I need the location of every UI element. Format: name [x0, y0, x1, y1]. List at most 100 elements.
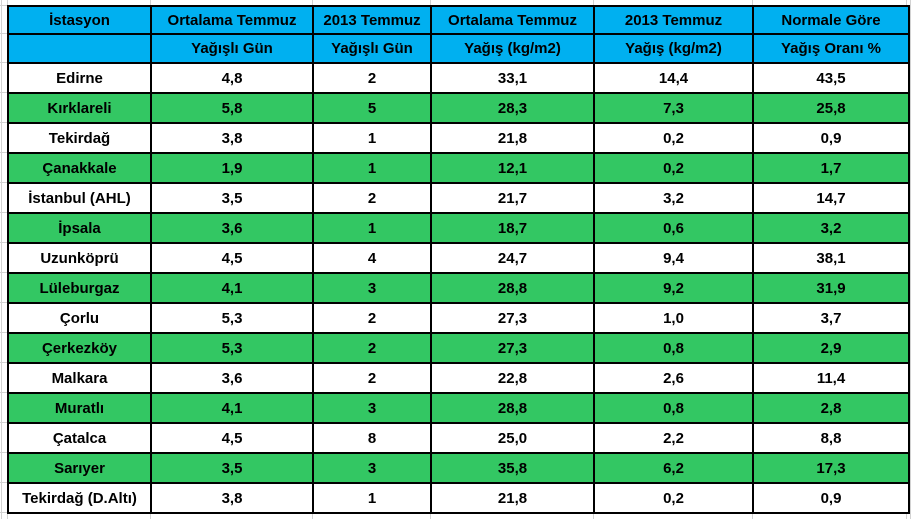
july-2013-precip-cell[interactable]: 0,6 — [593, 212, 754, 244]
ratio-to-normal-cell[interactable]: 11,4 — [752, 362, 910, 394]
july-2013-precip-cell[interactable]: 9,4 — [593, 242, 754, 274]
avg-july-rainy-days-cell[interactable]: 3,6 — [150, 212, 314, 244]
july-2013-rainy-days-cell[interactable]: 3 — [312, 392, 432, 424]
july-2013-precip-cell[interactable]: 0,2 — [593, 122, 754, 154]
july-2013-rainy-days-cell[interactable]: 1 — [312, 122, 432, 154]
station-cell[interactable]: Çanakkale — [7, 152, 152, 184]
ratio-to-normal-cell[interactable]: 3,2 — [752, 212, 910, 244]
july-2013-precip-cell[interactable]: 14,4 — [593, 62, 754, 94]
july-2013-rainy-days-cell[interactable]: 2 — [312, 332, 432, 364]
header-cell-ortalama-temmuz-2[interactable]: Ortalama Temmuz — [430, 5, 595, 35]
station-cell[interactable]: İpsala — [7, 212, 152, 244]
avg-july-precip-cell[interactable]: 22,8 — [430, 362, 595, 394]
header-cell-yagisli-gun-1[interactable]: Yağışlı Gün — [150, 33, 314, 64]
avg-july-precip-cell[interactable]: 24,7 — [430, 242, 595, 274]
avg-july-precip-cell[interactable]: 21,8 — [430, 482, 595, 514]
station-cell[interactable]: Tekirdağ (D.Altı) — [7, 482, 152, 514]
avg-july-precip-cell[interactable]: 25,0 — [430, 422, 595, 454]
station-cell[interactable]: Çerkezköy — [7, 332, 152, 364]
july-2013-rainy-days-cell[interactable]: 2 — [312, 182, 432, 214]
ratio-to-normal-cell[interactable]: 38,1 — [752, 242, 910, 274]
avg-july-rainy-days-cell[interactable]: 1,9 — [150, 152, 314, 184]
header-cell-yagis-kgm2-2[interactable]: Yağış (kg/m2) — [593, 33, 754, 64]
ratio-to-normal-cell[interactable]: 17,3 — [752, 452, 910, 484]
avg-july-rainy-days-cell[interactable]: 3,6 — [150, 362, 314, 394]
ratio-to-normal-cell[interactable]: 14,7 — [752, 182, 910, 214]
header-cell-2013-temmuz-1[interactable]: 2013 Temmuz — [312, 5, 432, 35]
ratio-to-normal-cell[interactable]: 1,7 — [752, 152, 910, 184]
header-cell-istasyon-sub[interactable] — [7, 33, 152, 64]
avg-july-precip-cell[interactable]: 12,1 — [430, 152, 595, 184]
july-2013-rainy-days-cell[interactable]: 2 — [312, 362, 432, 394]
station-cell[interactable]: Edirne — [7, 62, 152, 94]
header-cell-normale-gore[interactable]: Normale Göre — [752, 5, 910, 35]
july-2013-precip-cell[interactable]: 1,0 — [593, 302, 754, 334]
station-cell[interactable]: Tekirdağ — [7, 122, 152, 154]
station-cell[interactable]: Çorlu — [7, 302, 152, 334]
avg-july-rainy-days-cell[interactable]: 4,5 — [150, 422, 314, 454]
july-2013-rainy-days-cell[interactable]: 5 — [312, 92, 432, 124]
avg-july-rainy-days-cell[interactable]: 4,8 — [150, 62, 314, 94]
ratio-to-normal-cell[interactable]: 8,8 — [752, 422, 910, 454]
july-2013-precip-cell[interactable]: 0,8 — [593, 332, 754, 364]
ratio-to-normal-cell[interactable]: 0,9 — [752, 482, 910, 514]
station-cell[interactable]: Sarıyer — [7, 452, 152, 484]
header-cell-yagis-kgm2-1[interactable]: Yağış (kg/m2) — [430, 33, 595, 64]
july-2013-precip-cell[interactable]: 0,2 — [593, 482, 754, 514]
avg-july-rainy-days-cell[interactable]: 4,1 — [150, 272, 314, 304]
july-2013-precip-cell[interactable]: 0,8 — [593, 392, 754, 424]
july-2013-precip-cell[interactable]: 0,2 — [593, 152, 754, 184]
july-2013-rainy-days-cell[interactable]: 3 — [312, 452, 432, 484]
ratio-to-normal-cell[interactable]: 43,5 — [752, 62, 910, 94]
avg-july-rainy-days-cell[interactable]: 5,8 — [150, 92, 314, 124]
avg-july-rainy-days-cell[interactable]: 5,3 — [150, 302, 314, 334]
avg-july-rainy-days-cell[interactable]: 3,5 — [150, 452, 314, 484]
ratio-to-normal-cell[interactable]: 2,9 — [752, 332, 910, 364]
july-2013-precip-cell[interactable]: 2,6 — [593, 362, 754, 394]
july-2013-rainy-days-cell[interactable]: 3 — [312, 272, 432, 304]
avg-july-rainy-days-cell[interactable]: 4,1 — [150, 392, 314, 424]
avg-july-precip-cell[interactable]: 28,8 — [430, 272, 595, 304]
station-cell[interactable]: Çatalca — [7, 422, 152, 454]
avg-july-rainy-days-cell[interactable]: 3,8 — [150, 482, 314, 514]
header-cell-istasyon[interactable]: İstasyon — [7, 5, 152, 35]
avg-july-precip-cell[interactable]: 28,8 — [430, 392, 595, 424]
july-2013-rainy-days-cell[interactable]: 8 — [312, 422, 432, 454]
july-2013-rainy-days-cell[interactable]: 2 — [312, 62, 432, 94]
avg-july-rainy-days-cell[interactable]: 5,3 — [150, 332, 314, 364]
station-cell[interactable]: İstanbul (AHL) — [7, 182, 152, 214]
avg-july-precip-cell[interactable]: 28,3 — [430, 92, 595, 124]
station-cell[interactable]: Malkara — [7, 362, 152, 394]
station-cell[interactable]: Lüleburgaz — [7, 272, 152, 304]
july-2013-rainy-days-cell[interactable]: 2 — [312, 302, 432, 334]
july-2013-rainy-days-cell[interactable]: 1 — [312, 152, 432, 184]
july-2013-rainy-days-cell[interactable]: 4 — [312, 242, 432, 274]
july-2013-precip-cell[interactable]: 9,2 — [593, 272, 754, 304]
ratio-to-normal-cell[interactable]: 31,9 — [752, 272, 910, 304]
ratio-to-normal-cell[interactable]: 0,9 — [752, 122, 910, 154]
station-cell[interactable]: Kırklareli — [7, 92, 152, 124]
avg-july-precip-cell[interactable]: 21,7 — [430, 182, 595, 214]
july-2013-rainy-days-cell[interactable]: 1 — [312, 482, 432, 514]
avg-july-precip-cell[interactable]: 35,8 — [430, 452, 595, 484]
header-cell-2013-temmuz-2[interactable]: 2013 Temmuz — [593, 5, 754, 35]
avg-july-precip-cell[interactable]: 27,3 — [430, 302, 595, 334]
ratio-to-normal-cell[interactable]: 3,7 — [752, 302, 910, 334]
avg-july-precip-cell[interactable]: 33,1 — [430, 62, 595, 94]
avg-july-rainy-days-cell[interactable]: 3,5 — [150, 182, 314, 214]
station-cell[interactable]: Muratlı — [7, 392, 152, 424]
july-2013-precip-cell[interactable]: 2,2 — [593, 422, 754, 454]
avg-july-rainy-days-cell[interactable]: 4,5 — [150, 242, 314, 274]
avg-july-precip-cell[interactable]: 21,8 — [430, 122, 595, 154]
avg-july-precip-cell[interactable]: 27,3 — [430, 332, 595, 364]
july-2013-precip-cell[interactable]: 6,2 — [593, 452, 754, 484]
header-cell-yagisli-gun-2[interactable]: Yağışlı Gün — [312, 33, 432, 64]
avg-july-rainy-days-cell[interactable]: 3,8 — [150, 122, 314, 154]
july-2013-precip-cell[interactable]: 7,3 — [593, 92, 754, 124]
ratio-to-normal-cell[interactable]: 25,8 — [752, 92, 910, 124]
ratio-to-normal-cell[interactable]: 2,8 — [752, 392, 910, 424]
july-2013-precip-cell[interactable]: 3,2 — [593, 182, 754, 214]
header-cell-yagis-orani[interactable]: Yağış Oranı % — [752, 33, 910, 64]
station-cell[interactable]: Uzunköprü — [7, 242, 152, 274]
avg-july-precip-cell[interactable]: 18,7 — [430, 212, 595, 244]
